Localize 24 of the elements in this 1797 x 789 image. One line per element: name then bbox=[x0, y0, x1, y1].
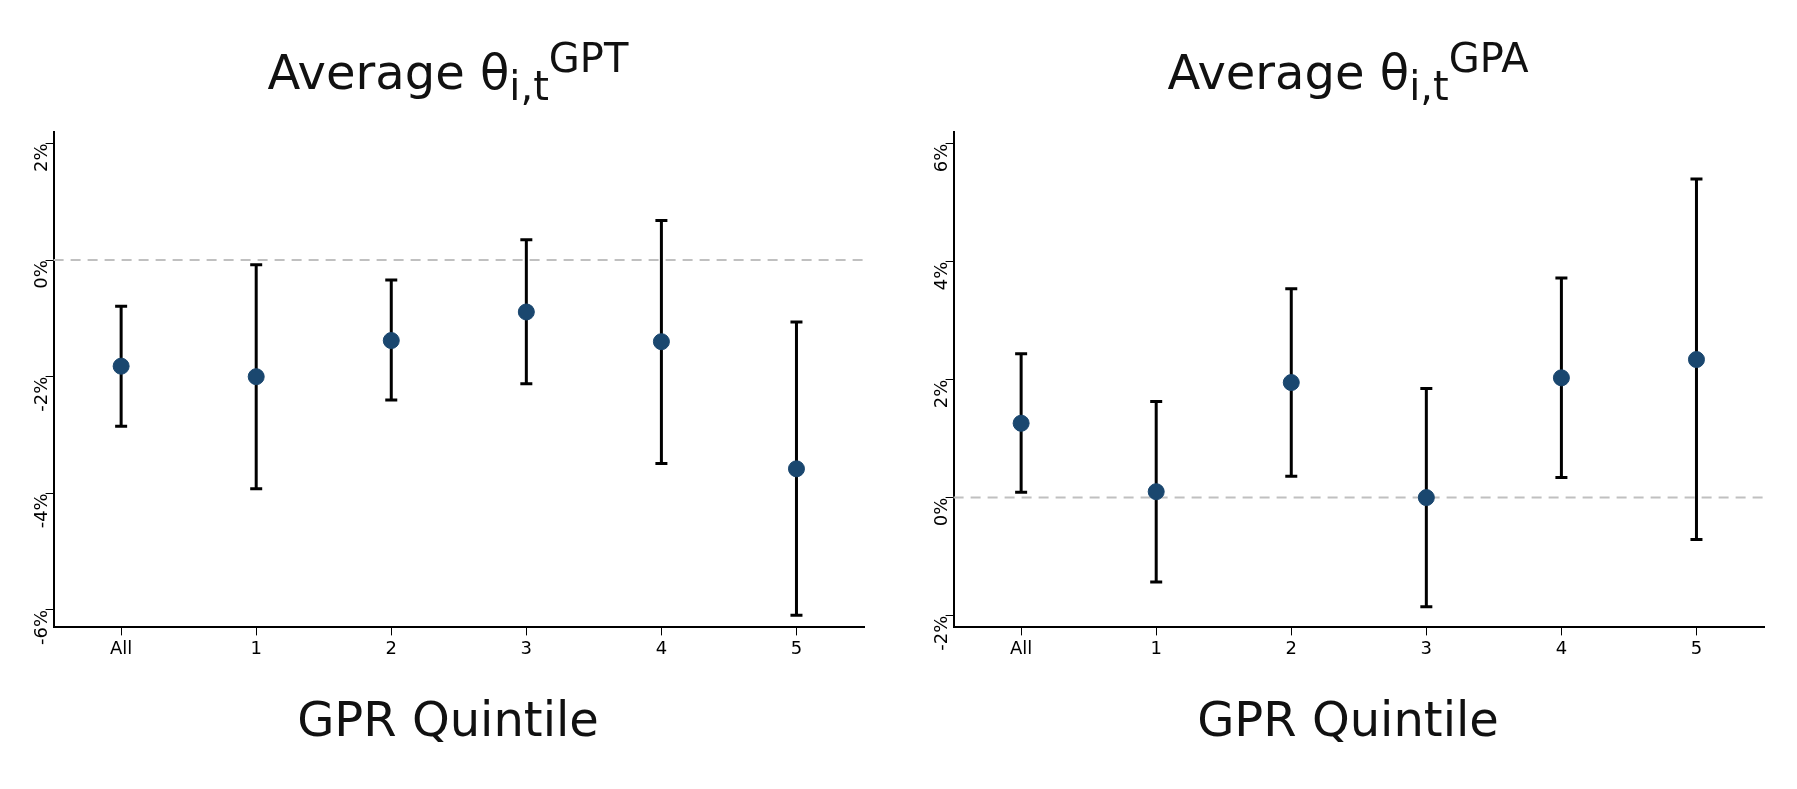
x-tick-label: 4 bbox=[1555, 636, 1568, 658]
y-tick-label: -2% bbox=[930, 615, 952, 651]
x-tick-label: 2 bbox=[1285, 636, 1297, 658]
x-tick-label: 3 bbox=[520, 636, 533, 658]
x-tick-label: All bbox=[109, 636, 133, 658]
x-axis-title: GPR Quintile bbox=[1197, 691, 1499, 747]
x-tick-label: 1 bbox=[1150, 636, 1162, 658]
y-tick-label: 0% bbox=[930, 497, 952, 527]
x-tick-label: 5 bbox=[790, 636, 803, 658]
x-tick-label: 1 bbox=[250, 636, 262, 658]
y-tick-label: -4% bbox=[30, 493, 52, 529]
x-tick-label: 4 bbox=[655, 636, 668, 658]
y-tick-label: 2% bbox=[30, 143, 52, 173]
x-tick-label: 5 bbox=[1690, 636, 1703, 658]
y-tick-label: 4% bbox=[930, 261, 952, 291]
y-tick-label: -6% bbox=[30, 609, 52, 645]
x-tick-label: 3 bbox=[1420, 636, 1433, 658]
y-tick-label: 0% bbox=[30, 260, 52, 289]
x-axis-title: GPR Quintile bbox=[297, 691, 599, 747]
x-tick-label: All bbox=[1009, 636, 1033, 658]
x-tick-label: 2 bbox=[385, 636, 397, 658]
y-tick-label: 6% bbox=[930, 143, 952, 173]
y-tick-label: -2% bbox=[30, 376, 52, 412]
y-tick-label: 2% bbox=[930, 379, 952, 409]
